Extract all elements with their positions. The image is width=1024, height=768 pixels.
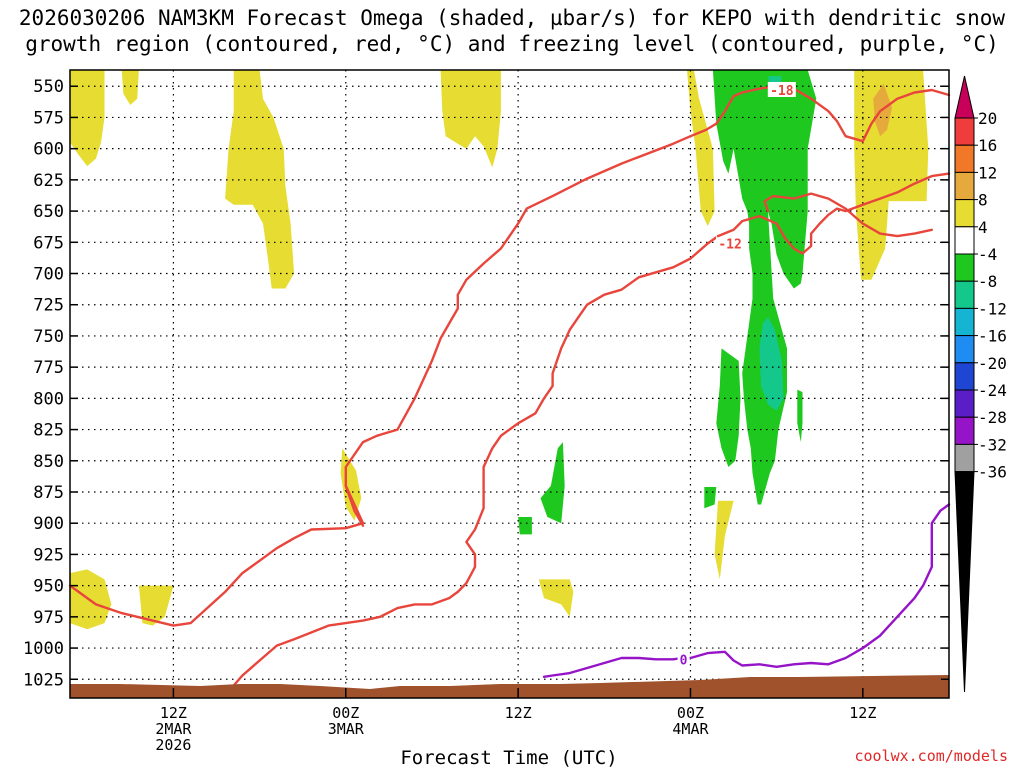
plot-frame bbox=[69, 69, 950, 699]
colorbar-label-7: -12 bbox=[978, 299, 1007, 318]
y-tick-label-16: 950 bbox=[33, 577, 64, 597]
y-tick-label-19: 1025 bbox=[23, 670, 64, 690]
colorbar-label-10: -24 bbox=[978, 381, 1007, 400]
colorbar-label-6: -8 bbox=[978, 272, 997, 291]
colorbar-label-0: 20 bbox=[978, 109, 997, 128]
colorbar-label-11: -28 bbox=[978, 408, 1007, 427]
y-tick-label-0: 550 bbox=[33, 77, 64, 97]
y-tick-label-18: 1000 bbox=[23, 639, 64, 659]
contour-line--12-3 bbox=[716, 172, 951, 255]
x-tick-label-3-0: 00Z bbox=[677, 704, 704, 722]
contour-line--12-2 bbox=[232, 234, 720, 687]
colorbar-label-3: 8 bbox=[978, 191, 988, 210]
colorbar-top-arrow bbox=[954, 75, 975, 119]
colorbar-bottom-arrow bbox=[954, 471, 975, 693]
x-tick-label-0-0: 12Z bbox=[160, 704, 187, 722]
omega-shade-region-10 bbox=[714, 500, 734, 580]
y-tick-label-13: 875 bbox=[33, 483, 64, 503]
omega-shade-region-2 bbox=[225, 70, 295, 289]
colorbar-box-9 bbox=[954, 335, 975, 364]
omega-shade-region-16 bbox=[540, 442, 565, 524]
omega-shade-region-12 bbox=[712, 70, 817, 505]
y-tick-label-8: 750 bbox=[33, 327, 64, 347]
colorbar-label-4: 4 bbox=[978, 218, 988, 237]
y-tick-label-4: 650 bbox=[33, 202, 64, 222]
chart-title-line1: 2026030206 NAM3KM Forecast Omega (shaded… bbox=[19, 6, 1006, 30]
colorbar-box-6 bbox=[954, 253, 975, 282]
contour-line-0-5 bbox=[542, 503, 951, 678]
x-tick-label-1-1: 3MAR bbox=[328, 720, 365, 738]
colorbar-box-1 bbox=[954, 117, 975, 146]
omega-shade-region-4 bbox=[687, 70, 715, 227]
omega-shade-region-14 bbox=[797, 389, 803, 443]
y-tick-label-1: 575 bbox=[33, 108, 64, 128]
colorbar-box-2 bbox=[954, 144, 975, 173]
omega-shade-region-7 bbox=[138, 585, 174, 626]
y-tick-label-17: 975 bbox=[33, 608, 64, 628]
y-tick-label-5: 675 bbox=[33, 233, 64, 253]
colorbar-label-8: -16 bbox=[978, 327, 1007, 346]
y-tick-label-11: 825 bbox=[33, 421, 64, 441]
omega-shade-region-17 bbox=[518, 517, 532, 535]
chart-title-line2: growth region (contoured, red, °C) and f… bbox=[25, 32, 999, 56]
contour-label-0: -18 bbox=[770, 84, 794, 99]
omega-shade-region-19 bbox=[759, 317, 784, 411]
colorbar-label-1: 16 bbox=[978, 136, 997, 155]
colorbar: 20 16 12 8 4 -4 -8 -12 -16 -20 -24 -28 -32 -36 bbox=[954, 75, 1007, 693]
x-tick-label-0-2: 2026 bbox=[155, 736, 191, 754]
omega-shade-region-0 bbox=[70, 70, 105, 167]
plot-area: -18 -12 0 550 575 600 625 650 675 700 725 750 775 80… bbox=[23, 69, 951, 754]
omega-shading bbox=[70, 70, 929, 630]
colorbar-label-9: -20 bbox=[978, 354, 1007, 373]
colorbar-box-8 bbox=[954, 307, 975, 337]
y-tick-label-10: 800 bbox=[33, 389, 64, 409]
credit-text: coolwx.com/models bbox=[854, 747, 1008, 765]
y-axis: 550 575 600 625 650 675 700 725 750 775 800 825 850 8… bbox=[23, 77, 949, 690]
x-axis-title: Forecast Time (UTC) bbox=[400, 747, 617, 768]
contour-label-bg-5 bbox=[677, 651, 690, 667]
colorbar-label-2: 12 bbox=[978, 163, 997, 182]
colorbar-box-3 bbox=[954, 171, 975, 201]
x-tick-label-2-0: 12Z bbox=[505, 704, 532, 722]
y-tick-label-7: 725 bbox=[33, 296, 64, 316]
plot-background bbox=[70, 70, 949, 698]
contour-label-2: -12 bbox=[718, 238, 741, 253]
x-tick-label-4-0: 12Z bbox=[849, 704, 876, 722]
x-tick-label-1-0: 00Z bbox=[332, 704, 359, 722]
contour-line--18-4 bbox=[763, 192, 933, 238]
contour-label-5: 0 bbox=[680, 653, 688, 668]
omega-shade-region-1 bbox=[121, 70, 139, 105]
y-tick-label-15: 925 bbox=[33, 545, 64, 565]
colorbar-label-12: -32 bbox=[978, 435, 1007, 454]
contour-label-bg-0 bbox=[767, 81, 796, 97]
temperature-contours: -18 -12 0 bbox=[68, 81, 951, 687]
y-tick-label-6: 700 bbox=[33, 265, 64, 285]
y-tick-label-3: 625 bbox=[33, 171, 64, 191]
colorbar-label-5: -4 bbox=[978, 245, 997, 264]
y-tick-label-12: 850 bbox=[33, 452, 64, 472]
x-tick-label-0-1: 2MAR bbox=[155, 720, 192, 738]
y-tick-label-9: 775 bbox=[33, 358, 64, 378]
colorbar-box-11 bbox=[954, 389, 975, 418]
colorbar-box-10 bbox=[954, 362, 975, 391]
colorbar-box-7 bbox=[954, 280, 975, 309]
contour-line--18-1 bbox=[344, 484, 365, 527]
colorbar-box-12 bbox=[954, 416, 975, 445]
terrain-fill bbox=[70, 675, 949, 698]
contour-line--18-0 bbox=[68, 84, 951, 627]
omega-shade-region-3 bbox=[440, 70, 501, 168]
colorbar-box-13 bbox=[954, 443, 975, 473]
omega-shade-region-13 bbox=[716, 348, 741, 467]
colorbar-box-5 bbox=[954, 226, 975, 255]
omega-shade-region-9 bbox=[538, 579, 574, 617]
contour-label-bg-2 bbox=[716, 235, 745, 251]
y-tick-label-14: 900 bbox=[33, 514, 64, 534]
x-tick-label-3-1: 4MAR bbox=[672, 720, 709, 738]
colorbar-box-4 bbox=[954, 199, 975, 228]
y-tick-label-2: 600 bbox=[33, 140, 64, 160]
colorbar-label-13: -36 bbox=[978, 463, 1007, 482]
